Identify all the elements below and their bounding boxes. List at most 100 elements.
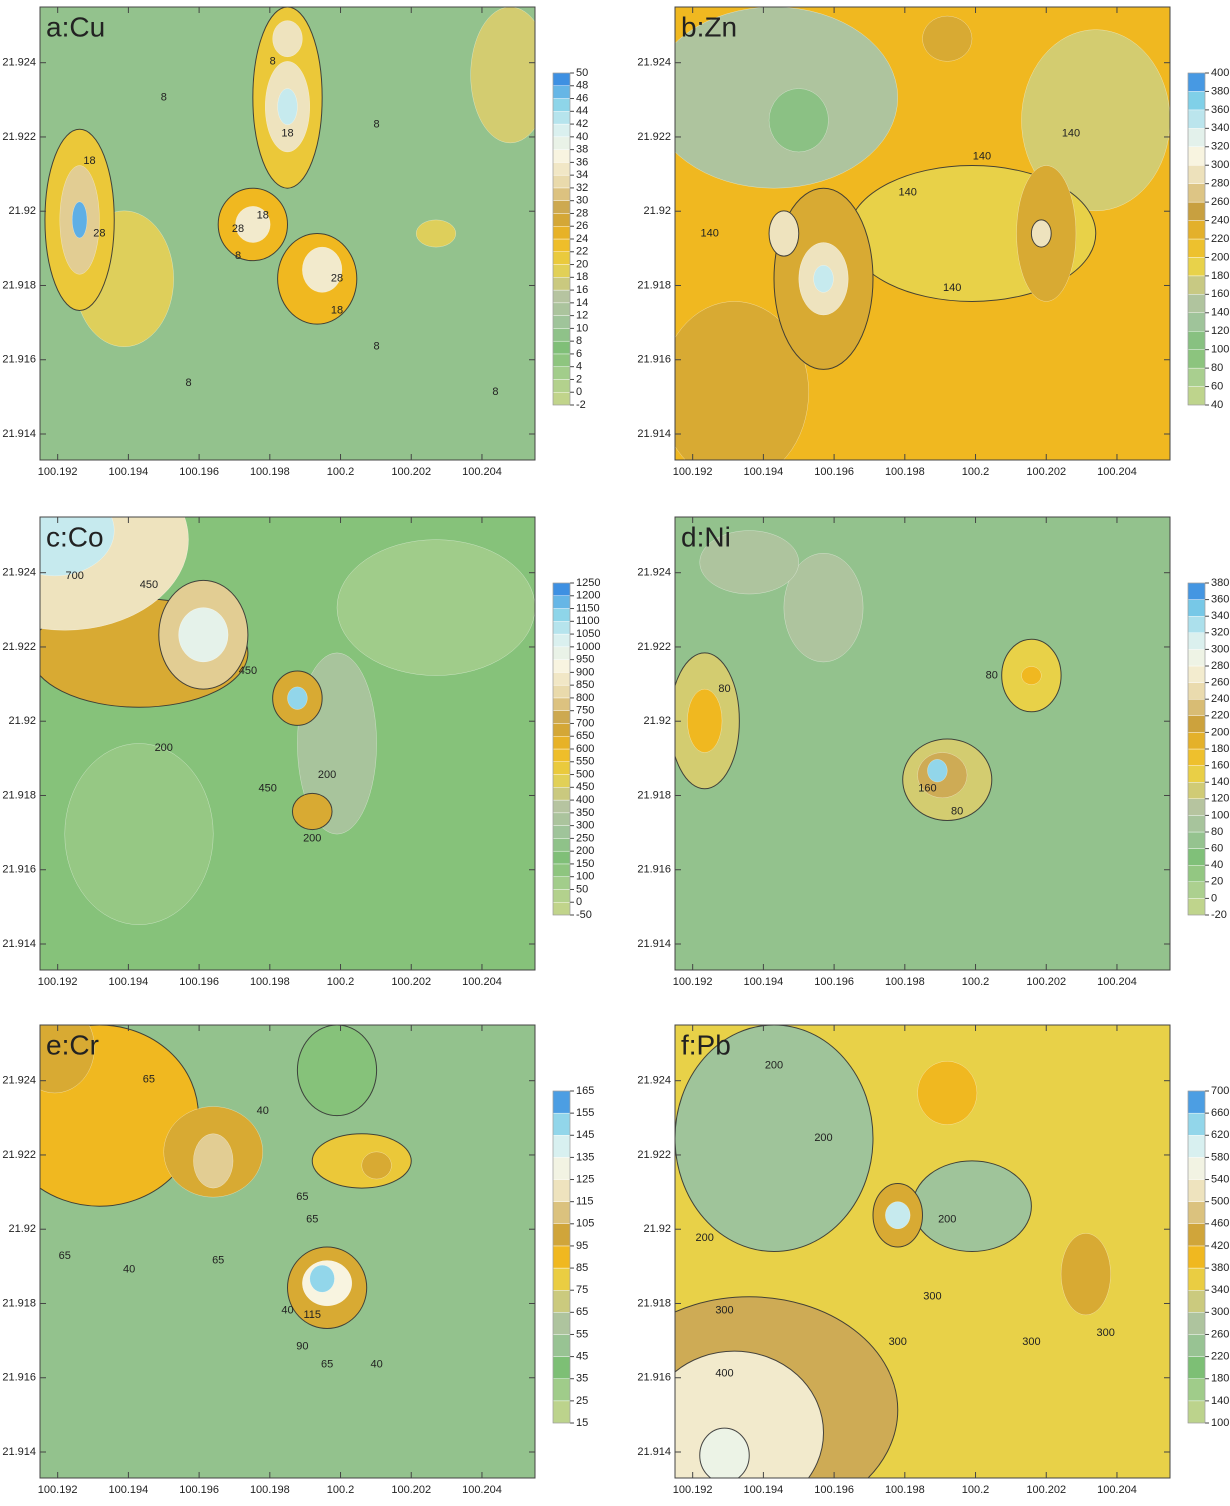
x-tick-label: 100.198 [250, 976, 290, 988]
colorbar-cell [552, 200, 571, 214]
colorbar-label: 460 [1211, 1218, 1229, 1230]
contour-label: 28 [93, 227, 105, 239]
colorbar-label: 300 [1211, 159, 1229, 171]
x-tick-label: 100.198 [885, 466, 925, 478]
colorbar-cell [552, 684, 571, 699]
panel: 700 450 450 450 200 200 200 c:Co 100.192 100.194 1… [2, 516, 600, 988]
x-tick-label: 100.198 [250, 466, 290, 478]
colorbar-cell [552, 889, 571, 903]
colorbar-cell [1187, 109, 1206, 129]
x-tick-label: 100.2 [962, 466, 990, 478]
colorbar-cell [552, 850, 571, 865]
colorbar-cell [552, 85, 571, 99]
colorbar-label: 50 [576, 67, 588, 79]
colorbar-label: 360 [1211, 104, 1229, 116]
colorbar-cell [1187, 275, 1206, 295]
contour-zone [768, 210, 800, 257]
contour-label: 8 [492, 386, 498, 398]
colorbar-label: 660 [1211, 1107, 1229, 1119]
contour-label: 40 [257, 1105, 269, 1117]
contour-label: 90 [296, 1341, 308, 1353]
colorbar-label: 65 [576, 1306, 588, 1318]
contour-zone [178, 607, 229, 663]
contour-zone [675, 1350, 824, 1478]
x-tick-label: 100.198 [885, 976, 925, 988]
colorbar-cell [1187, 616, 1206, 634]
plot-frame [674, 6, 1171, 461]
contour-zone [813, 264, 834, 293]
colorbar-cell [1187, 238, 1206, 258]
panel-title: f:Pb [681, 1029, 731, 1060]
colorbar-label: 34 [576, 169, 588, 181]
colorbar-label: 1150 [576, 602, 600, 614]
y-tick-label: 21.92 [8, 1223, 36, 1235]
colorbar-cell [552, 812, 571, 826]
colorbar-cell [1187, 1267, 1206, 1291]
colorbar-cell [1187, 72, 1206, 92]
colorbar-label: 160 [1211, 760, 1229, 772]
colorbar-cell [552, 1334, 571, 1357]
colorbar-cell [1187, 765, 1206, 783]
colorbar-label: 22 [576, 246, 588, 258]
colorbar-label: 26 [576, 220, 588, 232]
colorbar-cell [1187, 782, 1206, 800]
colorbar-label: 0 [1211, 892, 1217, 904]
colorbar-cell [552, 340, 571, 355]
panel: 65 65 65 65 65 40 40 40 40 115 90 65 e:Cr 100.192 100.… [2, 1024, 594, 1496]
colorbar-label: 220 [1211, 233, 1229, 245]
x-tick-label: 100.198 [885, 1484, 925, 1496]
contour-label: 300 [1022, 1336, 1040, 1348]
contour-label: 40 [281, 1304, 293, 1316]
contour-label: 200 [938, 1214, 956, 1226]
panel: 140 140 140 140 140 b:Zn 100.192 100.194 100.196… [637, 6, 1229, 478]
colorbar-label: 75 [576, 1284, 588, 1296]
contour-label: 200 [814, 1132, 832, 1144]
contour-label: 28 [331, 273, 343, 285]
colorbar-cell [552, 787, 571, 801]
contour-label: 450 [140, 579, 158, 591]
colorbar-label: 100 [1211, 344, 1229, 356]
colorbar-cell [552, 876, 571, 890]
x-tick-label: 100.192 [673, 976, 713, 988]
plot-frame [39, 516, 536, 971]
colorbar-cell [552, 723, 571, 737]
colorbar-label: 95 [576, 1240, 588, 1252]
y-tick-label: 21.924 [637, 567, 671, 579]
colorbar-label: 380 [1211, 577, 1229, 589]
y-tick-label: 21.916 [2, 1372, 36, 1384]
contour-label: 140 [1062, 128, 1080, 140]
colorbar-cell [552, 1157, 571, 1180]
contour-zone [675, 1025, 874, 1252]
contour-label: 18 [281, 128, 293, 140]
colorbar-label: 85 [576, 1262, 588, 1274]
colorbar-label: 10 [576, 322, 588, 334]
colorbar-label: 140 [1211, 776, 1229, 788]
colorbar-cell [552, 302, 571, 316]
y-tick-label: 21.924 [2, 57, 36, 69]
colorbar-label: 850 [576, 679, 594, 691]
colorbar-frame [1187, 1090, 1206, 1424]
y-tick-label: 21.916 [637, 1372, 671, 1384]
contour-label: 65 [306, 1214, 318, 1226]
contour-zone [687, 688, 723, 753]
y-tick-label: 21.924 [2, 1075, 36, 1087]
plot-area: 200 200 200 200 300 300 300 300 300 400 [675, 1025, 1170, 1478]
contour-label: 200 [318, 769, 336, 781]
y-tick-label: 21.914 [2, 1446, 36, 1458]
colorbar-cell [552, 226, 571, 240]
colorbar-label: 400 [1211, 67, 1229, 79]
colorbar-cell [1187, 1135, 1206, 1158]
colorbar-label: 450 [576, 781, 594, 793]
contour-zone [675, 301, 809, 460]
y-tick-label: 21.92 [643, 1223, 671, 1235]
colorbar-label: 24 [576, 233, 588, 245]
contour-label: 18 [83, 155, 95, 167]
colorbar-cell [1187, 831, 1206, 849]
colorbar-label: 700 [1211, 1085, 1229, 1097]
colorbar-cell [552, 672, 571, 686]
contour-label: 8 [374, 119, 380, 131]
colorbar-cell [1187, 582, 1206, 600]
colorbar-cell [552, 213, 571, 227]
plot-frame [39, 1024, 536, 1479]
